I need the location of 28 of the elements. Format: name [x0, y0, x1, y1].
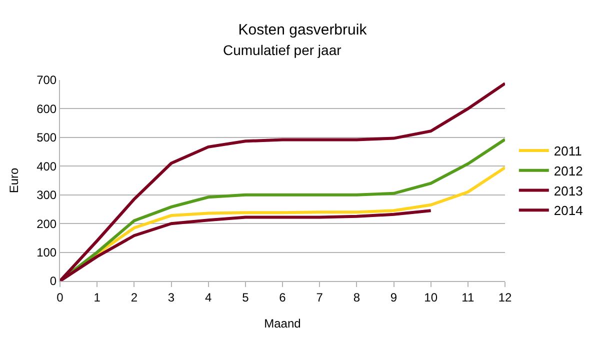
chart-title: Kosten gasverbruik — [238, 21, 368, 38]
x-tick-label: 8 — [353, 290, 360, 304]
y-axis-title: Euro — [6, 168, 21, 194]
y-tick-label: 400 — [36, 159, 57, 174]
x-tick-label: 12 — [498, 290, 512, 304]
legend-label: 2011 — [554, 144, 582, 159]
y-tick-label: 500 — [36, 130, 57, 145]
x-tick-label: 7 — [316, 290, 324, 304]
chart-subtitle: Cumulatief per jaar — [223, 42, 342, 58]
x-tick-label: 5 — [242, 290, 250, 304]
y-tick-label: 100 — [36, 245, 57, 260]
x-tick-label: 9 — [390, 290, 398, 304]
x-tick-label: 4 — [204, 290, 212, 304]
y-tick-label: 200 — [36, 216, 57, 231]
y-tick-label: 0 — [50, 274, 57, 288]
y-tick-label: 300 — [36, 188, 57, 202]
legend-label: 2012 — [554, 163, 583, 178]
y-tick-label: 700 — [36, 73, 57, 88]
legend-label: 2013 — [554, 183, 583, 198]
x-tick-label: 3 — [168, 290, 175, 304]
y-tick-label: 600 — [36, 102, 57, 116]
x-tick-label: 1 — [94, 290, 101, 304]
x-tick-label: 10 — [424, 290, 438, 304]
x-tick-label: 11 — [462, 290, 474, 304]
x-tick-label: 2 — [130, 290, 138, 304]
x-axis-title: Maand — [264, 316, 301, 330]
x-tick-label: 6 — [279, 290, 286, 304]
legend-label: 2014 — [554, 203, 583, 218]
